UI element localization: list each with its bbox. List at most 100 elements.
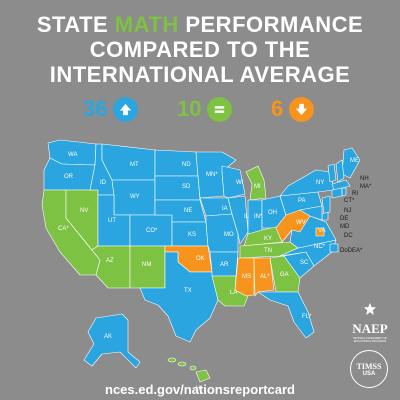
label-md: MD (340, 224, 350, 230)
state-vt (327, 163, 337, 183)
equals-icon (207, 96, 233, 122)
label-de: DE (340, 216, 348, 222)
label-tn: TN (264, 248, 272, 254)
label-me: ME (350, 158, 359, 164)
label-ut: UT (108, 218, 116, 224)
state-ms (234, 257, 255, 297)
up-arrow-icon (113, 96, 139, 122)
state-ak (83, 313, 141, 369)
naep-subtitle: NATIONAL ASSESSMENT OF EDUCATIONAL PROGR… (353, 337, 387, 343)
naep-logo: NAEP NATIONAL ASSESSMENT OF EDUCATIONAL … (346, 302, 394, 343)
star-icon (363, 302, 377, 316)
stat-equal: 10 (177, 95, 233, 123)
label-ga: GA (280, 272, 289, 278)
stat-below: 6 (271, 95, 315, 123)
state-de (321, 211, 329, 221)
label-sd: SD (182, 184, 191, 190)
down-arrow-icon (289, 96, 315, 122)
label-ct: CT* (344, 198, 355, 204)
stat-above-count: 36 (83, 96, 108, 121)
headline-highlight: MATH (114, 12, 179, 37)
label-nv: NV (80, 208, 88, 214)
state-mt (101, 143, 156, 181)
label-va: VA (318, 228, 326, 234)
label-mi: MI (254, 184, 261, 190)
label-wi: WI (236, 180, 244, 186)
naep-name: NAEP (352, 321, 388, 336)
label-mt: MT (130, 162, 139, 168)
state-md (299, 205, 323, 221)
label-in: IN* (254, 214, 263, 220)
headline-line-2: COMPARED TO THE (89, 37, 311, 62)
state-nj (321, 195, 331, 215)
label-la: LA (230, 290, 237, 296)
state-mi (245, 165, 267, 201)
state-ga (269, 255, 301, 293)
timss-country: USA (362, 371, 376, 377)
label-oh: OH (268, 210, 277, 216)
label-tx: TX (184, 288, 192, 294)
label-nc: NC* (314, 244, 326, 250)
state-ct (331, 187, 343, 199)
label-or: OR (64, 174, 74, 180)
label-ks: KS (188, 232, 196, 238)
state-dc (315, 227, 325, 237)
label-ny: NY (316, 180, 324, 186)
timss-logo: TIMSS USA (350, 350, 388, 388)
state-nd (154, 149, 199, 177)
label-ms: MS (242, 274, 251, 280)
label-il: IL (244, 214, 250, 220)
label-wa: WA (68, 152, 77, 158)
headline-line-1: STATE MATH PERFORMANCE (0, 12, 400, 37)
label-dodea: DoDEA* (340, 248, 363, 254)
label-ar: AR (220, 262, 229, 268)
state-nh (335, 159, 345, 183)
label-fl: FL* (302, 314, 312, 320)
state-hi (167, 357, 211, 383)
footer-url: nces.ed.gov/nationsreportcard (105, 382, 295, 397)
label-nh: NH (360, 176, 369, 182)
label-ky: KY (264, 236, 272, 242)
label-sc: SC (300, 260, 309, 266)
label-ne: NE (184, 208, 192, 214)
label-nm: NM (142, 262, 151, 268)
headline: STATE MATH PERFORMANCE COMPARED TO THE I… (0, 12, 400, 87)
timss-name: TIMSS (356, 362, 382, 371)
state-sd (154, 175, 201, 201)
label-nj: NJ (344, 208, 351, 214)
label-dc: DC (344, 233, 353, 239)
label-ca: CA* (58, 226, 69, 232)
headline-text: STATE (36, 12, 115, 37)
label-id: ID (100, 180, 107, 186)
state-al (253, 257, 275, 297)
state-labels: WA OR CA* NV ID MT WY UT AZ CO* NM ND SD… (58, 152, 372, 392)
label-wy: WY (130, 194, 140, 200)
state-dodea (329, 243, 339, 253)
label-mn: MN* (206, 172, 218, 178)
stat-below-count: 6 (271, 96, 284, 121)
stat-equal-count: 10 (177, 96, 202, 121)
state-tx (139, 251, 219, 343)
label-pa: PA (298, 198, 306, 204)
label-ak: AK (104, 334, 112, 340)
label-ia: IA (222, 206, 228, 212)
label-wv: WV (296, 220, 306, 226)
label-ma: MA* (360, 184, 372, 190)
headline-line-3: INTERNATIONAL AVERAGE (49, 62, 351, 87)
label-co: CO* (146, 228, 158, 234)
label-hi: HI (196, 386, 202, 392)
state-ny (279, 169, 335, 197)
state-ri (341, 187, 347, 197)
headline-text-2: PERFORMANCE (178, 12, 364, 37)
stat-above: 36 (83, 95, 139, 123)
label-nd: ND (182, 162, 191, 168)
state-il (227, 195, 249, 245)
label-az: AZ (106, 258, 114, 264)
state-ma (331, 179, 351, 191)
label-ri: RI (352, 191, 358, 197)
state-fl (257, 291, 315, 339)
label-ok: OK (196, 256, 205, 262)
label-mo: MO (224, 232, 234, 238)
